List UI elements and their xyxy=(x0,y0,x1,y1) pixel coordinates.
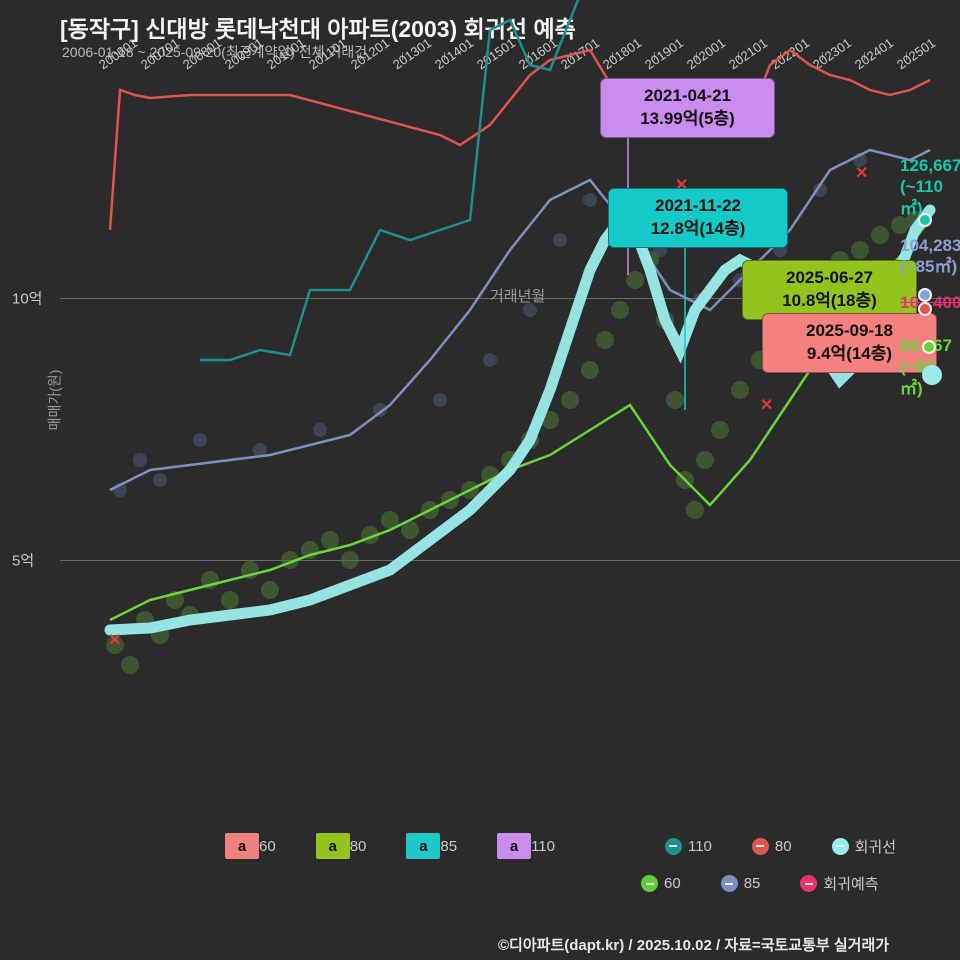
callout-3: 2025-06-27 10.8억(18층) xyxy=(742,260,917,320)
legend: a 60 a 80 a 85 a 110 110 80 xyxy=(225,833,926,894)
end-dot-80 xyxy=(918,302,932,316)
footer-text: ©디아파트(dapt.kr) / 2025.10.02 / 자료=국토교통부 실… xyxy=(498,934,889,955)
marker-x4: ✕ xyxy=(855,165,868,182)
legend-item-dot-regressionpred: 회귀예측 xyxy=(800,873,892,894)
legend-item-swatch-85: a 85 xyxy=(406,833,471,859)
legend-item-dot-80: 80 xyxy=(752,838,806,855)
callout-2-price: 12.8억(14층) xyxy=(619,218,777,241)
marker-x1: ✕ xyxy=(108,632,121,649)
callout-3-date: 2025-06-27 xyxy=(753,267,906,290)
right-label-2: 104,283 (~85㎡) xyxy=(900,235,960,278)
legend-item-dot-110: 110 xyxy=(665,838,726,855)
callout-3-price: 10.8억(18층) xyxy=(753,290,906,313)
end-dot-85 xyxy=(918,288,932,302)
legend-item-dot-60: 60 xyxy=(641,875,695,892)
legend-item-dot-regressionline: 회귀선 xyxy=(832,836,910,857)
end-dot-110 xyxy=(918,213,932,227)
callout-2-date: 2021-11-22 xyxy=(619,195,777,218)
plot-area: 10억 5억 매매가(원) 200601 200701 200801 20090… xyxy=(60,60,950,740)
callout-1-date: 2021-04-21 xyxy=(611,85,764,108)
series-lines: ✕ ✕ ✕ ✕ ✕ xyxy=(60,60,960,740)
right-label-1: 126,667 (~110㎡) xyxy=(900,155,960,219)
chart-root: [동작구] 신대방 롯데낙천대 아파트(2003) 회귀선 예측 2006-01… xyxy=(0,0,960,960)
callout-1: 2021-04-21 13.99억(5층) xyxy=(600,78,775,138)
end-dot-regression xyxy=(922,365,942,385)
legend-item-swatch-110: a 110 xyxy=(497,833,569,859)
ytick-10eok: 10억 xyxy=(12,288,43,309)
ytick-5eok: 5억 xyxy=(12,550,34,571)
marker-x3: ✕ xyxy=(760,397,773,414)
callout-1-price: 13.99억(5층) xyxy=(611,108,764,131)
callout-2: 2021-11-22 12.8억(14층) xyxy=(608,188,788,248)
legend-row-1: a 60 a 80 a 85 a 110 110 80 xyxy=(225,833,926,859)
legend-row-2: 60 85 회귀예측 xyxy=(225,873,926,894)
legend-item-swatch-80: a 80 xyxy=(316,833,381,859)
end-dot-60 xyxy=(922,340,936,354)
legend-item-dot-85: 85 xyxy=(721,875,775,892)
legend-item-swatch-60: a 60 xyxy=(225,833,290,859)
